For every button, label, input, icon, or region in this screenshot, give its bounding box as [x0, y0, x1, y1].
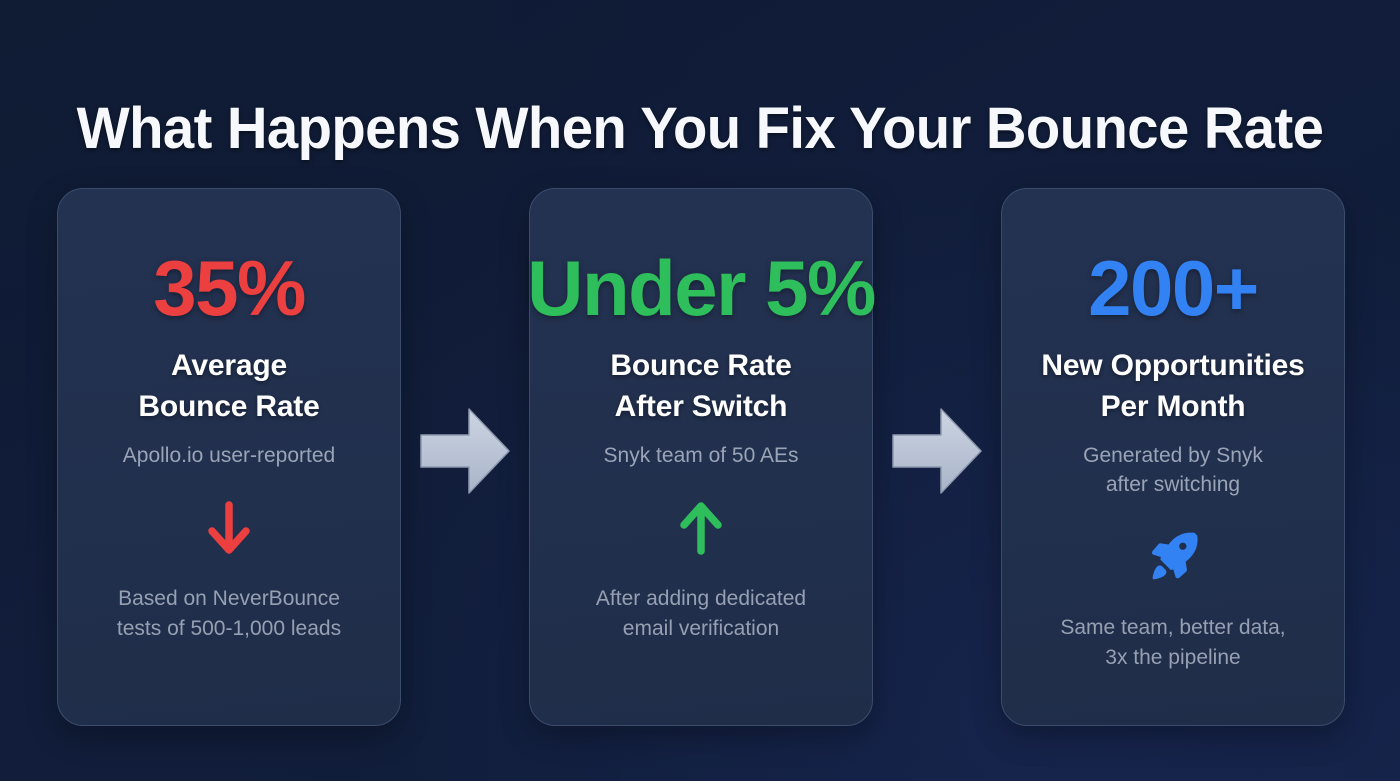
arrow-down-icon	[204, 500, 254, 561]
arrow-right-icon	[419, 408, 511, 500]
stat-value: 35%	[153, 244, 306, 332]
stat-footnote-line-1: Same team, better data,	[1060, 616, 1286, 639]
rocket-icon	[1144, 528, 1202, 591]
icon-slot	[204, 498, 254, 562]
stat-subline: Generated by Snyk after switching	[1083, 441, 1263, 499]
icon-slot	[1144, 527, 1202, 591]
stat-subline: Snyk team of 50 AEs	[603, 444, 799, 467]
stat-subline-line-2: after switching	[1105, 473, 1241, 496]
arrow-right-icon	[891, 408, 983, 500]
stat-footnote-line-2: email verification	[622, 617, 780, 640]
arrow-up-icon	[676, 500, 726, 561]
stat-value: Under 5%	[527, 244, 876, 332]
connector-arrow-1	[419, 406, 511, 496]
stat-headline: New Opportunities Per Month	[1041, 345, 1304, 427]
stat-headline-line-1: New Opportunities	[1041, 349, 1305, 382]
stat-footnote-line-1: Based on NeverBounce	[118, 587, 340, 610]
stat-headline-line-1: Average	[171, 349, 287, 382]
stat-headline-line-2: Per Month	[1100, 390, 1246, 423]
stat-headline-line-1: Bounce Rate	[610, 349, 792, 382]
stat-headline-line-2: After Switch	[614, 390, 788, 423]
stat-footnote: Based on NeverBounce tests of 500-1,000 …	[117, 584, 341, 644]
stat-subline: Apollo.io user-reported	[122, 444, 336, 467]
stat-subline-line-1: Generated by Snyk	[1083, 444, 1263, 467]
page-title: What Happens When You Fix Your Bounce Ra…	[76, 95, 1324, 161]
stat-card-bounce-rate-after-switch: Under 5% Bounce Rate After Switch Snyk t…	[527, 188, 876, 726]
stat-headline-line-2: Bounce Rate	[138, 390, 320, 423]
stat-footnote-line-2: tests of 500-1,000 leads	[116, 617, 342, 640]
stat-footnote: After adding dedicated email verificatio…	[596, 584, 806, 644]
connector-arrow-2	[891, 406, 983, 496]
stat-card-new-opportunities: 200+ New Opportunities Per Month Generat…	[1001, 188, 1345, 726]
stat-footnote: Same team, better data, 3x the pipeline	[1060, 613, 1285, 673]
stat-footnote-line-2: 3x the pipeline	[1105, 646, 1241, 669]
stat-value: 200+	[1088, 244, 1259, 332]
stat-footnote-line-1: After adding dedicated	[595, 587, 807, 610]
stat-card-average-bounce-rate: 35% Average Bounce Rate Apollo.io user-r…	[57, 188, 401, 726]
stat-card-row: 35% Average Bounce Rate Apollo.io user-r…	[57, 188, 1345, 726]
icon-slot	[676, 498, 726, 562]
stat-headline: Average Bounce Rate	[138, 345, 319, 427]
stat-headline: Bounce Rate After Switch	[610, 345, 791, 427]
